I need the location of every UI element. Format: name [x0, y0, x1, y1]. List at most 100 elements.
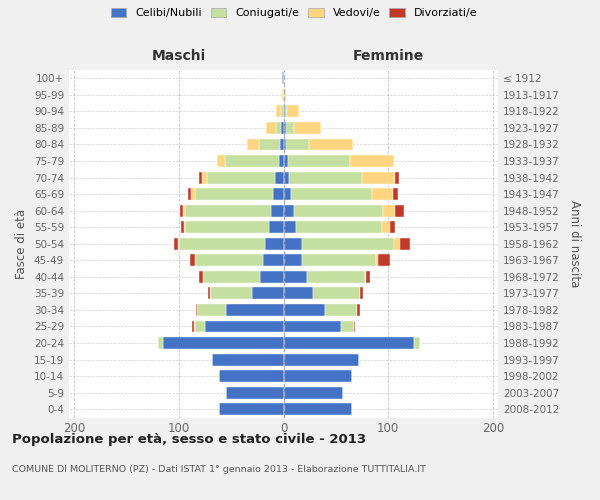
Bar	[263, 254, 284, 266]
Bar	[362, 172, 395, 183]
Y-axis label: Anni di nascita: Anni di nascita	[568, 200, 581, 288]
Bar	[341, 320, 353, 332]
Bar	[199, 271, 203, 283]
Bar	[205, 320, 284, 332]
Bar	[281, 122, 284, 134]
Bar	[280, 138, 284, 150]
Text: Femmine: Femmine	[353, 50, 424, 64]
Bar	[382, 221, 390, 233]
Legend: Celibi/Nubili, Coniugati/e, Vedovi/e, Divorziati/e: Celibi/Nubili, Coniugati/e, Vedovi/e, Di…	[106, 3, 482, 22]
Bar	[283, 72, 284, 84]
Bar	[210, 288, 252, 300]
Bar	[260, 271, 284, 283]
Bar	[284, 106, 287, 118]
Bar	[226, 304, 284, 316]
Bar	[283, 89, 284, 101]
Bar	[284, 404, 352, 415]
Bar	[395, 172, 398, 183]
Bar	[284, 238, 302, 250]
Bar	[284, 221, 296, 233]
Bar	[181, 221, 184, 233]
Bar	[265, 238, 284, 250]
Bar	[394, 188, 398, 200]
Bar	[191, 188, 194, 200]
Bar	[218, 404, 284, 415]
Bar	[284, 386, 343, 398]
Bar	[284, 370, 352, 382]
Bar	[179, 238, 265, 250]
Bar	[394, 238, 400, 250]
Bar	[252, 288, 284, 300]
Text: Popolazione per età, sesso e stato civile - 2013: Popolazione per età, sesso e stato civil…	[12, 432, 366, 446]
Bar	[376, 254, 377, 266]
Bar	[296, 221, 382, 233]
Bar	[291, 188, 373, 200]
Bar	[194, 320, 205, 332]
Bar	[185, 221, 269, 233]
Bar	[202, 172, 207, 183]
Text: Maschi: Maschi	[152, 50, 206, 64]
Bar	[383, 204, 395, 216]
Bar	[294, 122, 321, 134]
Bar	[287, 155, 350, 167]
Bar	[284, 271, 307, 283]
Bar	[275, 172, 284, 183]
Bar	[284, 288, 313, 300]
Text: COMUNE DI MOLITERNO (PZ) - Dati ISTAT 1° gennaio 2013 - Elaborazione TUTTITALIA.: COMUNE DI MOLITERNO (PZ) - Dati ISTAT 1°…	[12, 466, 426, 474]
Bar	[194, 254, 263, 266]
Bar	[294, 204, 383, 216]
Bar	[199, 172, 202, 183]
Bar	[366, 271, 370, 283]
Bar	[284, 138, 286, 150]
Bar	[178, 238, 179, 250]
Bar	[158, 337, 163, 349]
Bar	[286, 122, 294, 134]
Bar	[203, 271, 260, 283]
Bar	[247, 138, 259, 150]
Bar	[196, 304, 197, 316]
Bar	[269, 221, 284, 233]
Bar	[395, 204, 404, 216]
Bar	[185, 204, 271, 216]
Bar	[284, 155, 287, 167]
Bar	[184, 221, 185, 233]
Bar	[259, 138, 280, 150]
Bar	[190, 254, 194, 266]
Bar	[276, 122, 281, 134]
Bar	[284, 188, 291, 200]
Bar	[357, 304, 360, 316]
Bar	[308, 138, 353, 150]
Bar	[286, 138, 308, 150]
Bar	[365, 271, 366, 283]
Bar	[284, 320, 341, 332]
Bar	[414, 337, 419, 349]
Bar	[225, 155, 280, 167]
Bar	[194, 188, 273, 200]
Bar	[226, 386, 284, 398]
Bar	[373, 188, 394, 200]
Bar	[276, 106, 281, 118]
Bar	[183, 204, 185, 216]
Bar	[173, 238, 178, 250]
Bar	[284, 172, 289, 183]
Bar	[284, 337, 414, 349]
Bar	[212, 354, 284, 366]
Bar	[284, 122, 286, 134]
Bar	[400, 238, 410, 250]
Bar	[325, 304, 357, 316]
Bar	[289, 172, 362, 183]
Y-axis label: Fasce di età: Fasce di età	[16, 208, 28, 279]
Bar	[360, 288, 363, 300]
Bar	[307, 271, 365, 283]
Bar	[284, 204, 294, 216]
Bar	[193, 320, 194, 332]
Bar	[208, 288, 210, 300]
Bar	[188, 188, 191, 200]
Bar	[284, 89, 286, 101]
Bar	[271, 204, 284, 216]
Bar	[302, 238, 394, 250]
Bar	[266, 122, 276, 134]
Bar	[218, 370, 284, 382]
Bar	[350, 155, 394, 167]
Bar	[217, 155, 225, 167]
